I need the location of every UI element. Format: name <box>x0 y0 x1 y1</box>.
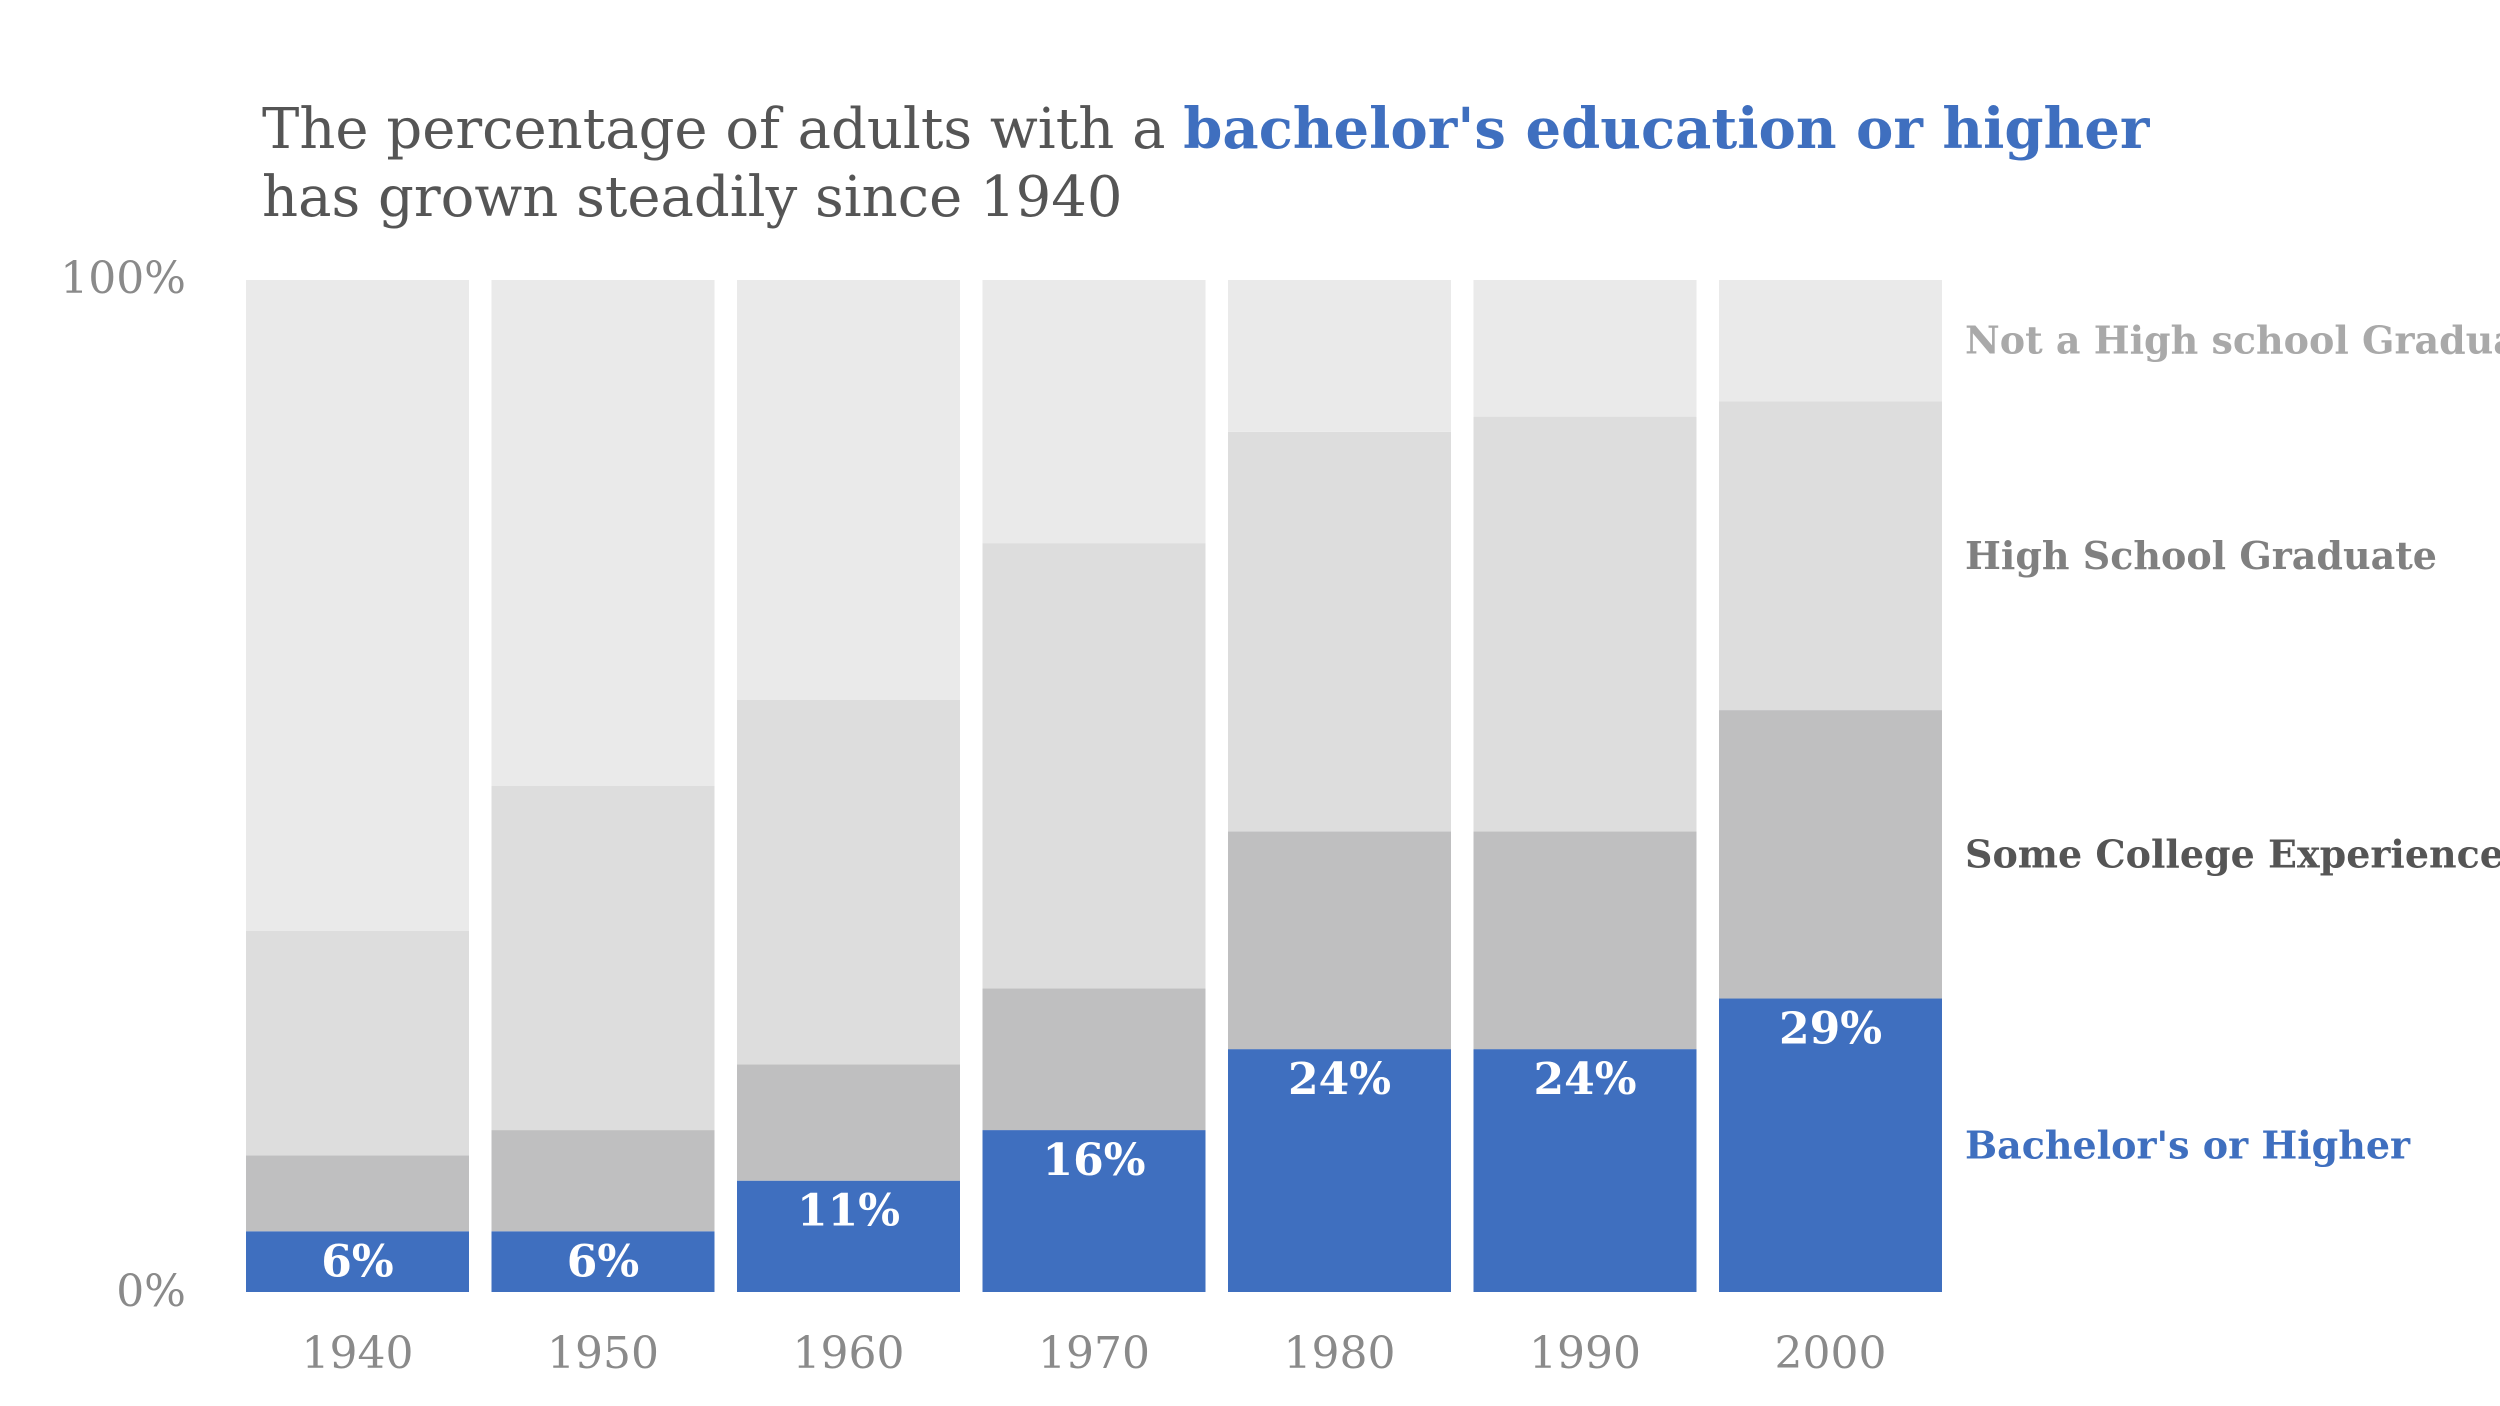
bar-segment-1950-high-school-graduate <box>491 786 715 1131</box>
bar-segment-1950-some-college-experience <box>491 1130 715 1232</box>
bar-segment-1970-bachelor-s-or-higher <box>982 1130 1206 1292</box>
bar-segment-1960-some-college-experience <box>737 1064 960 1181</box>
legend-label-some-college-experience: Some College Experience <box>1965 831 2500 876</box>
bar-segment-1980-not-a-high-school-graduate <box>1228 280 1451 432</box>
legend: Bachelor's or Higher Some College Experie… <box>1965 318 2500 1168</box>
data-label-1980: 24% <box>1288 1054 1391 1105</box>
bar-segment-1980-high-school-graduate <box>1228 431 1451 832</box>
x-tick-label-1960: 1960 <box>793 1328 905 1379</box>
bar-segment-2000-high-school-graduate <box>1719 401 1942 711</box>
bar-segment-1940-not-a-high-school-graduate <box>246 280 469 931</box>
legend-label-bachelor-s-or-higher: Bachelor's or Higher <box>1965 1122 2411 1167</box>
legend-label-not-a-high-school-graduate: Not a High school Graduate <box>1965 318 2500 363</box>
bar-segment-1990-not-a-high-school-graduate <box>1473 280 1697 417</box>
bar-segment-1960-high-school-graduate <box>737 699 960 1065</box>
bar-segment-1950-bachelor-s-or-higher <box>491 1231 715 1292</box>
bar-segment-1960-not-a-high-school-graduate <box>737 280 960 700</box>
bar-segment-1960-bachelor-s-or-higher <box>737 1180 960 1292</box>
bar-segment-1990-some-college-experience <box>1473 831 1697 1050</box>
data-label-1960: 11% <box>797 1186 900 1237</box>
y-tick-label-0: 0% <box>116 1266 186 1317</box>
bar-segment-1940-some-college-experience <box>246 1155 469 1232</box>
bar-segment-1970-not-a-high-school-graduate <box>982 280 1206 544</box>
data-label-2000: 29% <box>1779 1004 1882 1055</box>
data-label-1940: 6% <box>321 1236 393 1287</box>
bars-group: 6% 6% 11% 16% 24% 24% 29% <box>246 280 1942 1292</box>
x-tick-label-1990: 1990 <box>1529 1328 1641 1379</box>
bar-segment-1990-high-school-graduate <box>1473 416 1697 832</box>
data-label-1990: 24% <box>1533 1054 1636 1105</box>
bar-segment-1940-high-school-graduate <box>246 930 469 1156</box>
x-tick-label-2000: 2000 <box>1775 1328 1887 1379</box>
x-tick-label-1950: 1950 <box>547 1328 659 1379</box>
bar-segment-1950-not-a-high-school-graduate <box>491 280 715 786</box>
bar-segment-1980-bachelor-s-or-higher <box>1228 1049 1451 1292</box>
title-highlight: bachelor's education or higher <box>1183 96 2151 162</box>
bar-segment-1980-some-college-experience <box>1228 831 1451 1050</box>
y-tick-label-100: 100% <box>60 253 186 304</box>
bar-segment-2000-some-college-experience <box>1719 710 1942 999</box>
bar-segment-1970-some-college-experience <box>982 988 1206 1131</box>
bar-segment-2000-bachelor-s-or-higher <box>1719 998 1942 1292</box>
chart-title: The percentage of adults with a bachelor… <box>262 96 2151 162</box>
bar-segment-1970-high-school-graduate <box>982 543 1206 989</box>
x-tick-label-1940: 1940 <box>302 1328 414 1379</box>
bar-segment-2000-not-a-high-school-graduate <box>1719 280 1942 402</box>
x-tick-label-1970: 1970 <box>1038 1328 1150 1379</box>
data-label-1950: 6% <box>567 1236 639 1287</box>
data-label-1970: 16% <box>1042 1135 1145 1186</box>
bar-segment-1990-bachelor-s-or-higher <box>1473 1049 1697 1292</box>
title-prefix: The percentage of adults with a <box>262 97 1183 162</box>
legend-label-high-school-graduate: High School Graduate <box>1965 533 2437 578</box>
chart-subtitle: has grown steadily since 1940 <box>262 165 1123 230</box>
bar-segment-1940-bachelor-s-or-higher <box>246 1231 469 1292</box>
x-tick-labels: 1940 1950 1960 1970 1980 1990 2000 <box>302 1328 1887 1379</box>
x-tick-label-1980: 1980 <box>1284 1328 1396 1379</box>
